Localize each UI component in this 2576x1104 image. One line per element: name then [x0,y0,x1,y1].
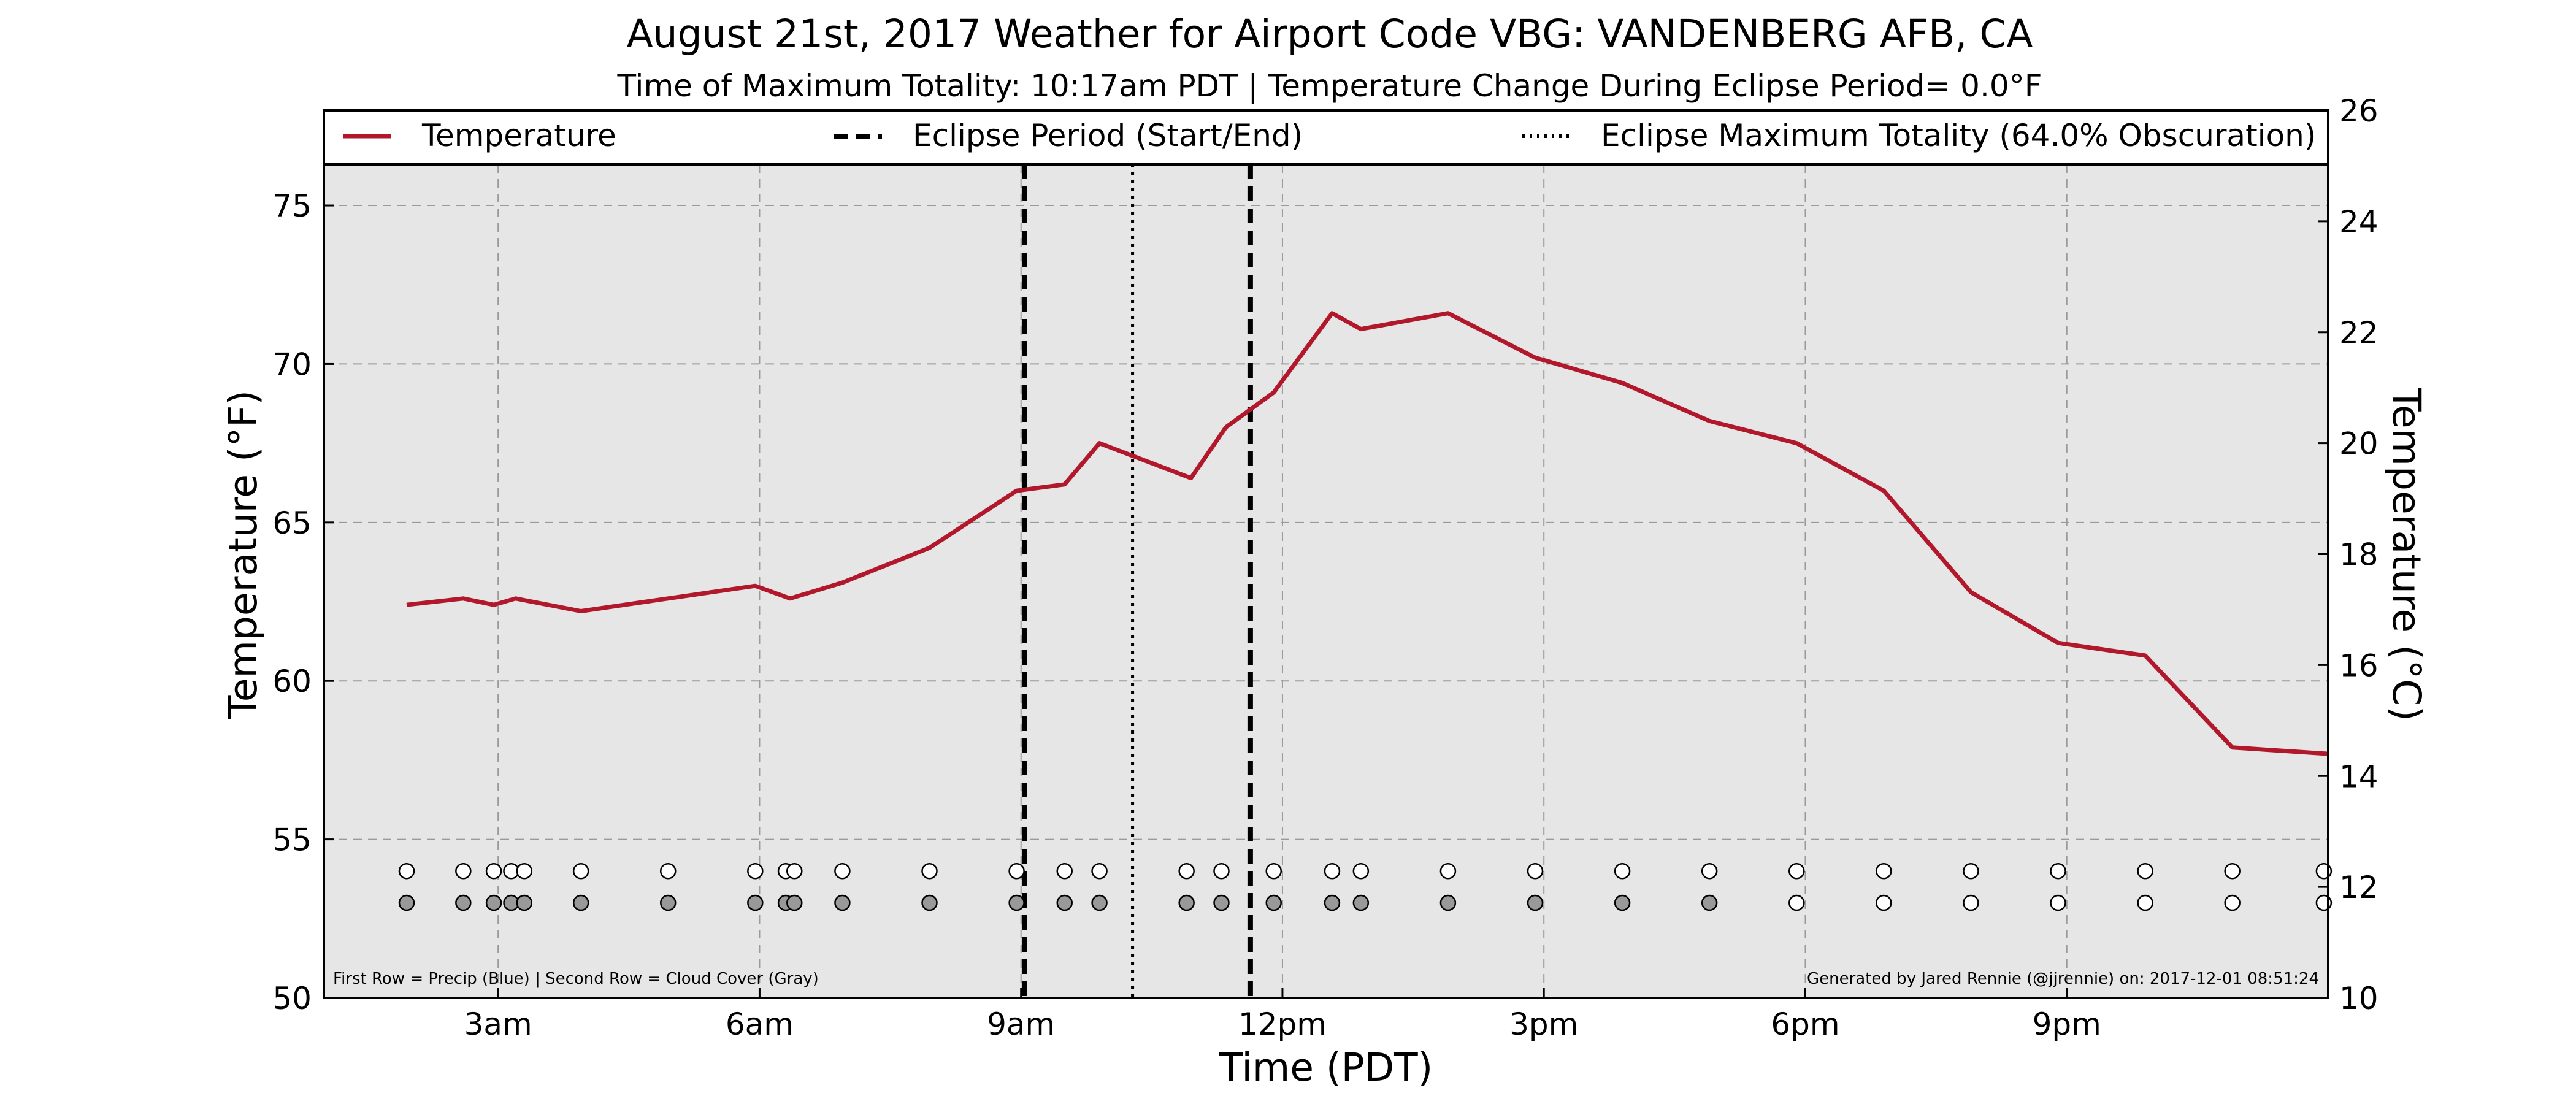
footnote-left: First Row = Precip (Blue) | Second Row =… [333,970,819,988]
precip-marker [1056,863,1073,880]
precip-marker [455,863,472,880]
y-tick-label-right: 10 [2339,981,2379,1016]
y-axis-left: 50 55 60 65 70 75 [272,188,334,1016]
x-tick-label: 6pm [1771,1006,1839,1042]
cloud-cover-marker [1265,894,1282,911]
y-tick-label-left: 70 [272,347,312,382]
series-layer [406,311,2329,756]
y-tick-label-left: 55 [272,822,312,858]
precip-marker [1265,863,1282,880]
y-axis-label-right: Temperature (°C) [2384,387,2429,721]
precip-marker [921,863,938,880]
temperature-series-line [406,311,2329,756]
cloud-cover-marker [1701,894,1718,911]
precip-marker [834,863,851,880]
y-tick-label-left: 60 [272,664,312,699]
cloud-cover-marker [1008,894,1025,911]
cloud-cover-marker [1213,894,1230,911]
grid-lines [324,164,2328,998]
y-tick-label-right: 12 [2339,870,2379,905]
cloud-cover-marker [659,894,677,911]
cloud-cover-marker [1527,894,1544,911]
cloud-cover-marker [1091,894,1108,911]
chart-subtitle: Time of Maximum Totality: 10:17am PDT | … [617,68,2042,104]
legend-label-temperature: Temperature [421,118,616,153]
precip-marker [1876,863,1892,880]
y-axis-label-left: Temperature (°F) [221,390,266,719]
cloud-cover-marker [572,894,589,911]
precip-marker [1324,863,1341,880]
y-tick-label-right: 16 [2339,648,2379,683]
x-tick-label: 3am [464,1006,532,1042]
precip-marker [747,863,764,880]
cloud-cover-marker [1178,894,1195,911]
eclipse-markers [1021,164,1253,998]
y-tick-label-right: 22 [2339,315,2379,351]
precip-marker [2050,863,2066,880]
precip-marker [398,863,415,880]
legend-label-eclipse-max: Eclipse Maximum Totality (64.0% Obscurat… [1601,118,2316,153]
precip-marker [1352,863,1370,880]
cloud-cover-marker [1614,894,1631,911]
y-tick-label-left: 50 [272,981,312,1016]
y-tick-label-right: 14 [2339,759,2379,794]
cloud-cover-marker [1056,894,1073,911]
precip-marker [516,863,533,880]
x-tick-label: 6am [726,1006,794,1042]
precip-marker [1008,863,1025,880]
cloud-cover-marker [485,894,502,911]
x-tick-label: 9pm [2033,1006,2101,1042]
precip-marker [1963,863,1979,880]
cloud-cover-marker [2224,894,2241,911]
x-tick-label: 12pm [1238,1006,1327,1042]
cloud-cover-marker [1352,894,1370,911]
precip-marker [786,863,803,880]
y-tick-label-right: 20 [2339,426,2379,462]
cloud-cover-marker [398,894,415,911]
cloud-cover-marker [1439,894,1457,911]
cloud-cover-marker [786,894,803,911]
y-tick-label-left: 75 [272,188,312,224]
cloud-cover-marker [834,894,851,911]
precip-marker [659,863,677,880]
precip-marker [1178,863,1195,880]
observation-rows [398,863,2333,911]
precip-marker [485,863,502,880]
cloud-cover-marker [2137,894,2153,911]
precip-marker [1439,863,1457,880]
cloud-cover-marker [1876,894,1892,911]
y-tick-label-left: 65 [272,505,312,541]
y-tick-label-right: 18 [2339,537,2379,573]
precip-marker [1527,863,1544,880]
y-tick-label-right: 24 [2339,204,2379,240]
legend-label-eclipse-period: Eclipse Period (Start/End) [913,118,1303,153]
precip-marker [2224,863,2241,880]
precip-marker [1213,863,1230,880]
x-axis-label: Time (PDT) [1219,1045,1433,1090]
legend: Temperature Eclipse Period (Start/End) E… [323,109,2329,166]
x-axis: 3am 6am 9am 12pm 3pm 6pm 9pm [464,988,2101,1042]
cloud-cover-marker [455,894,472,911]
precip-marker [1788,863,1805,880]
y-tick-label-right: 26 [2339,93,2379,129]
cloud-cover-marker [1324,894,1341,911]
x-tick-label: 9am [987,1006,1055,1042]
precip-marker [1701,863,1718,880]
cloud-cover-marker [747,894,764,911]
cloud-cover-marker [921,894,938,911]
y-axis-right: 10 12 14 16 18 20 22 24 26 [2318,93,2379,1016]
cloud-cover-marker [2050,894,2066,911]
plot-area [324,110,2328,998]
cloud-cover-marker [1963,894,1979,911]
precip-marker [2137,863,2153,880]
precip-marker [1614,863,1631,880]
footnote-right: Generated by Jared Rennie (@jjrennie) on… [1807,970,2319,988]
cloud-cover-marker [516,894,533,911]
precip-marker [572,863,589,880]
x-tick-label: 3pm [1509,1006,1578,1042]
precip-marker [1091,863,1108,880]
cloud-cover-marker [1788,894,1805,911]
chart-title: August 21st, 2017 Weather for Airport Co… [627,12,2033,56]
